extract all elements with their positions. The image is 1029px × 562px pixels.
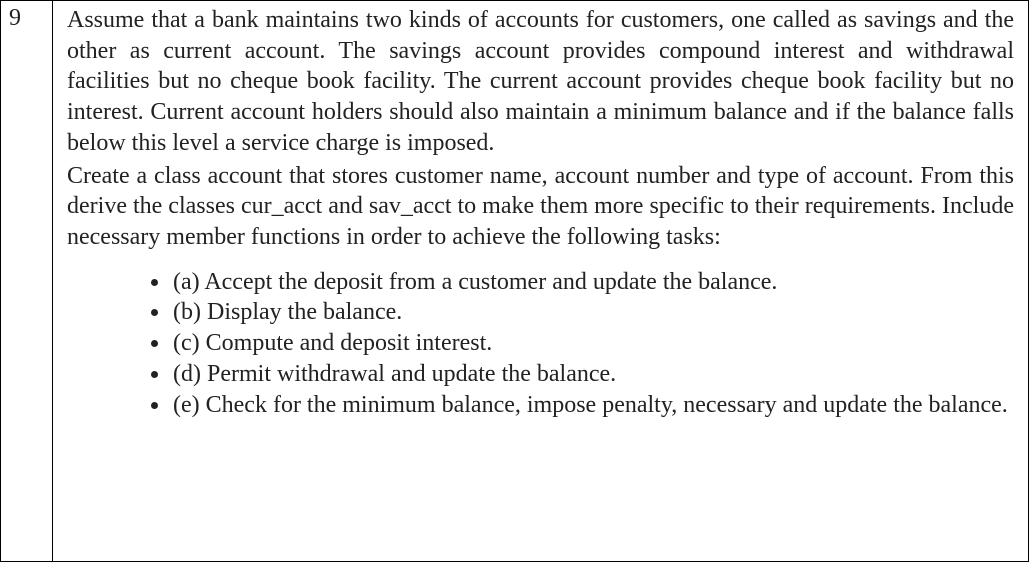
question-table: 9 Assume that a bank maintains two kinds… bbox=[0, 0, 1029, 562]
list-item: (c) Compute and deposit interest. bbox=[171, 328, 1014, 359]
question-content-cell: Assume that a bank maintains two kinds o… bbox=[53, 1, 1029, 562]
list-item: (d) Permit withdrawal and update the bal… bbox=[171, 359, 1014, 390]
question-number: 9 bbox=[9, 5, 21, 31]
question-paragraph-2: Create a class account that stores custo… bbox=[67, 161, 1014, 253]
question-row: 9 Assume that a bank maintains two kinds… bbox=[1, 1, 1029, 562]
question-number-cell: 9 bbox=[1, 1, 53, 562]
list-item: (e) Check for the minimum balance, impos… bbox=[171, 390, 1014, 421]
question-paragraph-1: Assume that a bank maintains two kinds o… bbox=[67, 5, 1014, 159]
task-list: (a) Accept the deposit from a customer a… bbox=[67, 267, 1014, 421]
list-item: (a) Accept the deposit from a customer a… bbox=[171, 267, 1014, 298]
list-item: (b) Display the balance. bbox=[171, 297, 1014, 328]
